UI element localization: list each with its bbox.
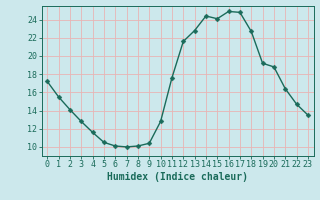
X-axis label: Humidex (Indice chaleur): Humidex (Indice chaleur) — [107, 172, 248, 182]
